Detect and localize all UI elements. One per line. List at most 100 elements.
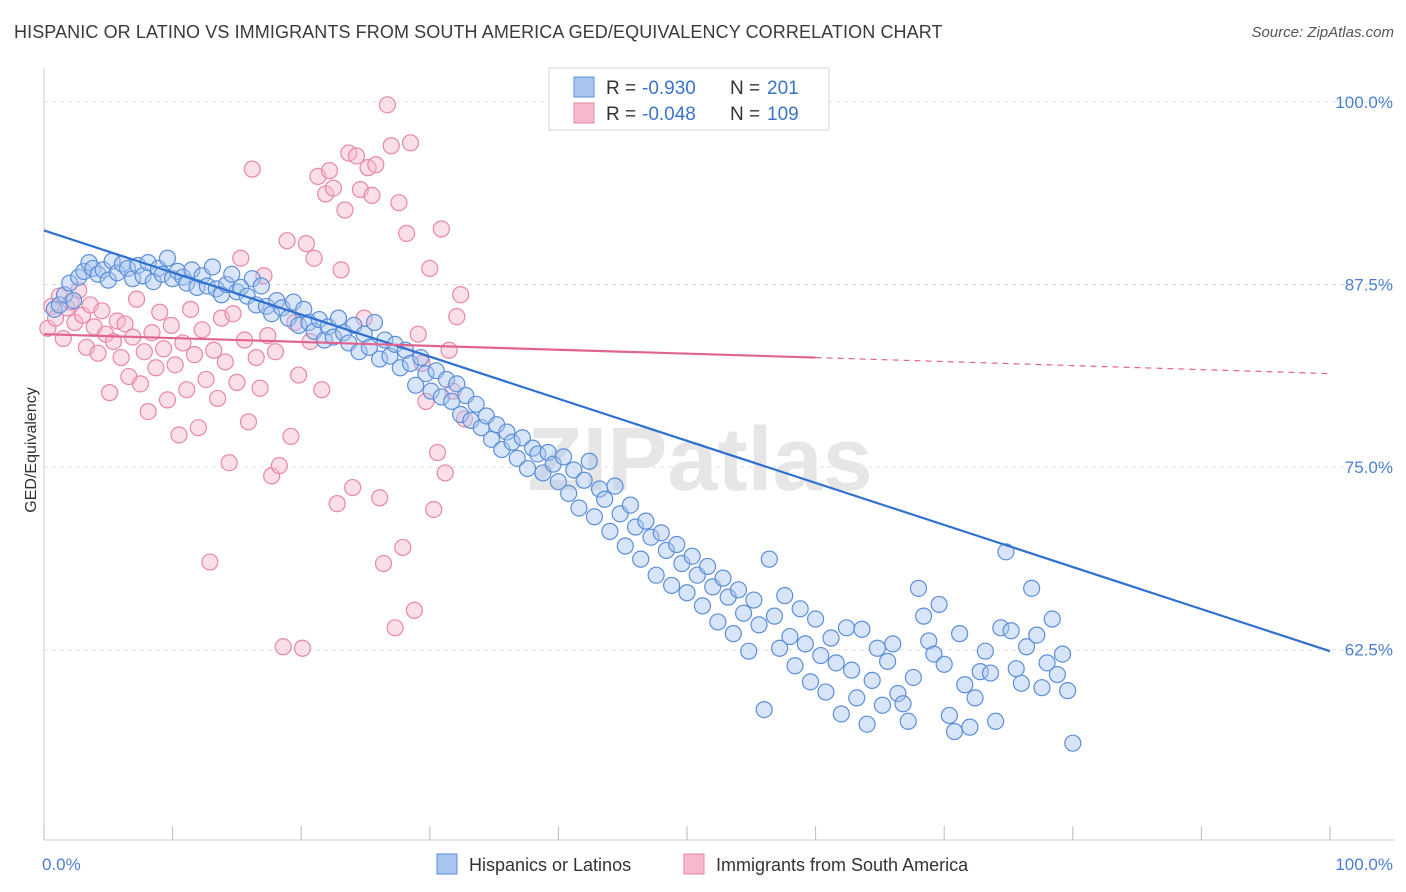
pink-point-80 bbox=[347, 147, 366, 165]
blue-point-174 bbox=[930, 595, 948, 614]
pink-point-86 bbox=[371, 489, 389, 507]
blue-point-148 bbox=[796, 635, 814, 653]
blue-point-163 bbox=[873, 696, 892, 714]
pink-point-91 bbox=[390, 194, 408, 212]
pink-point-14 bbox=[93, 302, 111, 320]
pink-point-90 bbox=[386, 619, 404, 637]
pink-point-26 bbox=[139, 402, 157, 421]
blue-point-132 bbox=[714, 569, 732, 587]
blue-point-69 bbox=[391, 359, 409, 377]
blue-point-10 bbox=[94, 261, 112, 279]
series-legend: Hispanics or Latinos Immigrants from Sou… bbox=[436, 853, 969, 875]
blue-point-136 bbox=[734, 604, 753, 622]
blue-point-123 bbox=[668, 535, 686, 554]
blue-point-176 bbox=[940, 706, 958, 725]
pink-point-36 bbox=[178, 381, 196, 399]
blue-point-146 bbox=[786, 657, 804, 675]
blue-point-84 bbox=[467, 395, 485, 413]
pink-point-89 bbox=[382, 137, 400, 155]
blue-point-104 bbox=[570, 499, 588, 517]
blue-point-36 bbox=[223, 265, 241, 283]
pink-point-85 bbox=[367, 156, 385, 174]
blue-point-126 bbox=[683, 547, 701, 565]
legend-r-label-pink: R = bbox=[606, 104, 636, 125]
blue-point-129 bbox=[698, 557, 717, 576]
blue-point-32 bbox=[203, 258, 222, 276]
blue-point-128 bbox=[693, 597, 712, 615]
blue-point-71 bbox=[401, 354, 420, 372]
blue-point-114 bbox=[621, 496, 640, 514]
pink-point-38 bbox=[185, 346, 204, 364]
pink-point-88 bbox=[378, 96, 396, 114]
grid-lines bbox=[44, 101, 1395, 651]
blue-point-117 bbox=[637, 512, 655, 530]
blue-point-197 bbox=[1048, 665, 1066, 684]
blue-point-113 bbox=[616, 537, 634, 555]
legend-r-value-pink: -0.048 bbox=[642, 104, 696, 125]
blue-point-180 bbox=[961, 718, 979, 736]
pink-point-43 bbox=[205, 341, 223, 359]
blue-point-195 bbox=[1038, 654, 1056, 672]
blue-point-94 bbox=[518, 459, 537, 478]
pink-point-41 bbox=[197, 370, 215, 389]
blue-point-125 bbox=[678, 584, 696, 602]
pink-point-34 bbox=[170, 426, 188, 444]
pink-point-59 bbox=[266, 343, 285, 361]
blue-point-56 bbox=[324, 328, 342, 346]
blue-point-139 bbox=[750, 616, 768, 634]
blue-point-193 bbox=[1028, 626, 1046, 644]
blue-point-18 bbox=[134, 267, 152, 285]
series-legend-label-blue: Hispanics or Latinos bbox=[469, 855, 631, 875]
blue-point-137 bbox=[740, 642, 758, 660]
pink-point-69 bbox=[305, 249, 323, 267]
blue-point-42 bbox=[252, 277, 270, 295]
blue-point-167 bbox=[894, 695, 912, 713]
blue-point-188 bbox=[1002, 622, 1020, 640]
blue-point-142 bbox=[765, 607, 784, 625]
pink-point-31 bbox=[158, 391, 177, 409]
blue-point-185 bbox=[987, 712, 1005, 730]
blue-point-3 bbox=[61, 274, 79, 292]
pink-point-77 bbox=[336, 201, 354, 219]
pink-point-39 bbox=[189, 419, 207, 437]
legend-n-label-pink: N = bbox=[730, 104, 760, 125]
blue-point-103 bbox=[565, 461, 583, 479]
pink-point-47 bbox=[220, 454, 238, 472]
pink-point-29 bbox=[151, 303, 169, 321]
legend-n-label-blue: N = bbox=[730, 78, 760, 99]
pink-point-55 bbox=[251, 379, 269, 397]
blue-point-178 bbox=[951, 625, 969, 643]
pink-point-52 bbox=[239, 413, 258, 431]
pink-point-79 bbox=[344, 478, 362, 497]
blue-point-115 bbox=[626, 518, 645, 536]
blue-trend-line bbox=[43, 229, 1331, 653]
chart-title: HISPANIC OR LATINO VS IMMIGRANTS FROM SO… bbox=[14, 22, 943, 42]
blue-point-119 bbox=[647, 566, 665, 584]
pink-point-46 bbox=[216, 353, 234, 371]
pink-point-54 bbox=[247, 348, 265, 367]
pink-point-75 bbox=[328, 495, 346, 513]
blue-point-122 bbox=[662, 576, 681, 595]
blue-point-179 bbox=[956, 676, 974, 694]
blue-point-164 bbox=[879, 652, 897, 670]
pink-point-96 bbox=[409, 325, 427, 343]
legend-swatch-pink bbox=[573, 102, 595, 124]
blue-point-150 bbox=[806, 610, 825, 628]
pink-point-76 bbox=[332, 261, 350, 279]
pink-point-63 bbox=[282, 427, 300, 446]
pink-point-16 bbox=[100, 384, 119, 402]
blue-point-20 bbox=[144, 272, 162, 291]
pink-point-103 bbox=[436, 464, 454, 482]
pink-point-84 bbox=[363, 186, 381, 205]
legend-box bbox=[548, 67, 830, 131]
pink-trend-extension bbox=[815, 356, 1331, 375]
correlation-legend: R = -0.930 N = 201 R = -0.048 N = 109 bbox=[548, 67, 830, 131]
blue-point-184 bbox=[981, 664, 1000, 682]
pink-point-60 bbox=[270, 457, 288, 475]
pink-point-92 bbox=[394, 538, 412, 557]
pink-point-13 bbox=[89, 344, 107, 362]
pink-point-95 bbox=[405, 601, 423, 619]
blue-point-105 bbox=[575, 471, 593, 489]
legend-n-value-pink: 109 bbox=[767, 104, 799, 125]
pink-point-2 bbox=[46, 309, 65, 327]
